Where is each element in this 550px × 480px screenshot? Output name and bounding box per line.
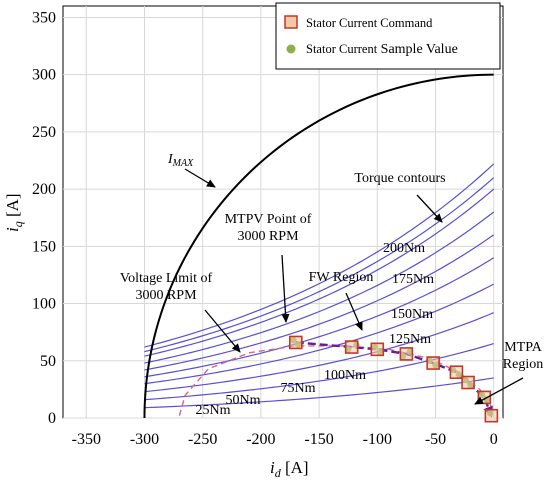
command-point-5 — [449, 365, 464, 380]
torque-contour-9 — [144, 163, 495, 348]
x-tick-label-7: 0 — [490, 431, 498, 448]
torque-level-label-2: 75Nm — [281, 381, 316, 396]
x-tick-label-1: -300 — [130, 431, 159, 448]
torque-contour-8 — [144, 177, 495, 353]
y-tick-label-6: 300 — [32, 67, 56, 84]
axis-ticks: -350 -300 -250 -200 -150 -100 -50 0 0 50 100 150 200… — [32, 9, 498, 448]
torque-level-label-5: 150Nm — [391, 307, 433, 322]
command-point-3 — [399, 347, 414, 361]
mtpv-label: MTPV Point of 3000 RPM — [225, 212, 312, 244]
command-point-8 — [484, 408, 499, 423]
y-tick-label-4: 200 — [32, 181, 56, 198]
x-tick-label-2: -250 — [188, 431, 217, 448]
voltage-limit-arrow — [204, 309, 241, 353]
mtpv-arrow — [281, 254, 290, 323]
command-point-0 — [289, 335, 303, 350]
voltage-limit-label: Voltage Limit of 3000 RPM — [120, 271, 213, 303]
y-tick-label-7: 350 — [32, 9, 56, 26]
torque-level-label-3: 100Nm — [324, 368, 366, 383]
torque-contours-label: Torque contours — [354, 171, 445, 186]
command-point-6 — [461, 375, 475, 390]
torque-level-label-7: 200Nm — [383, 241, 425, 256]
fw-arrow — [345, 292, 363, 331]
torque-contour-4 — [144, 257, 495, 378]
torque-level-label-1: 50Nm — [226, 393, 261, 408]
y-tick-label-0: 0 — [48, 410, 56, 427]
torque-level-label-0: 25Nm — [196, 403, 231, 418]
y-axis-label: iq [A] — [3, 193, 25, 232]
imax-circle — [143, 73, 494, 418]
y-tick-label-1: 50 — [40, 353, 56, 370]
x-tick-label-4: -150 — [304, 431, 333, 448]
x-axis-label: id [A] — [270, 458, 309, 480]
x-tick-label-0: -350 — [72, 431, 101, 448]
imax-arrow — [184, 168, 216, 188]
legend-label-sample: Stator Current Sample Value — [306, 42, 458, 57]
legend-marker-sample — [286, 44, 296, 54]
command-point-4 — [426, 356, 440, 370]
imax-label: IMAX — [167, 152, 194, 169]
y-tick-label-2: 100 — [32, 296, 56, 313]
y-tick-label-3: 150 — [32, 238, 56, 255]
legend-marker-command — [284, 15, 298, 29]
torque-level-label-4: 125Nm — [389, 332, 431, 347]
x-tick-label-3: -200 — [246, 431, 275, 448]
y-tick-label-5: 250 — [32, 124, 56, 141]
legend-label-command: Stator Current Command — [306, 16, 433, 30]
torque-contours-arrow — [416, 194, 443, 223]
command-point-1 — [344, 340, 359, 354]
legend-box — [275, 2, 501, 70]
torque-contour-2 — [144, 312, 494, 393]
torque-contour-0 — [144, 377, 494, 409]
torque-contour-6 — [144, 211, 495, 364]
x-tick-label-6: -50 — [425, 431, 446, 448]
torque-contour-5 — [144, 234, 495, 371]
torque-contour-7 — [144, 188, 495, 357]
imax-arc — [143, 73, 494, 418]
fw-region-label: FW Region — [309, 270, 374, 285]
legend: Stator Current Command Stator Current Sa… — [275, 2, 501, 70]
torque-level-label-6: 175Nm — [392, 272, 434, 287]
torque-contours — [144, 163, 495, 409]
mtpa-arrow — [474, 377, 524, 405]
torque-contour-3 — [144, 283, 494, 385]
x-tick-label-5: -100 — [363, 431, 392, 448]
grid — [63, 6, 503, 419]
command-point-2 — [370, 342, 385, 357]
mtpa-label: MTPA Region — [503, 340, 543, 372]
